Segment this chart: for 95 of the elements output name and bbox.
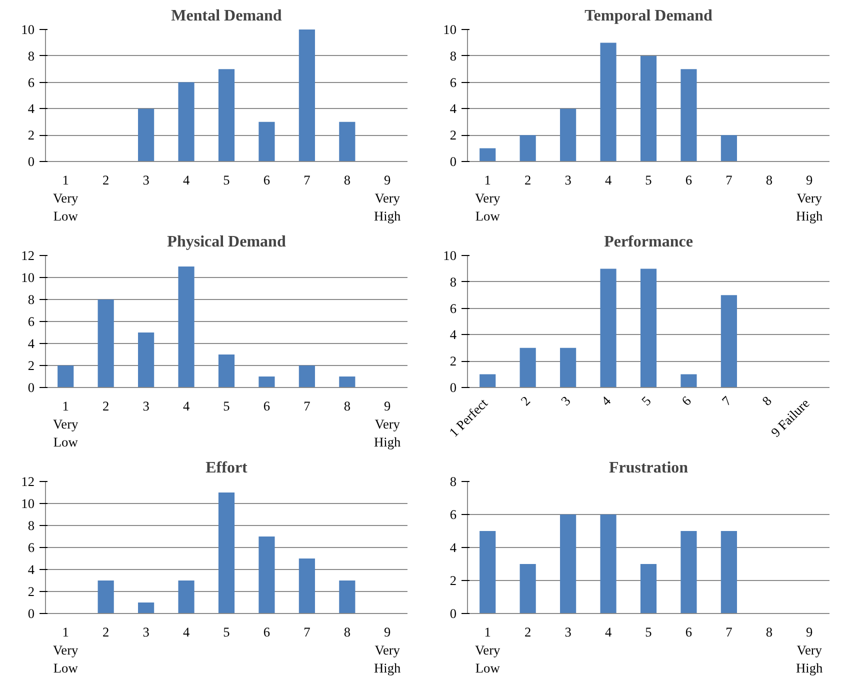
y-tick-label: 0 <box>450 154 457 169</box>
y-tick-label: 0 <box>450 380 457 395</box>
y-tick-label: 0 <box>28 606 35 621</box>
x-tick-label: 4 <box>182 398 190 414</box>
x-tick-label: 5 <box>223 398 230 414</box>
y-tick-label: 4 <box>450 540 457 555</box>
y-tick-label: 2 <box>450 354 457 369</box>
y-tick-label: 2 <box>450 128 457 143</box>
x-tick-label: 4 <box>604 624 612 640</box>
y-tick-label: 10 <box>21 496 35 511</box>
x-tick-label: 9 Very High <box>374 172 402 224</box>
chart-title: Temporal Demand <box>584 8 713 24</box>
x-tick-label: 5 <box>638 392 654 409</box>
y-tick-label: 10 <box>443 22 457 37</box>
x-tick-label: 6 <box>685 172 692 188</box>
x-tick-label: 3 <box>558 392 574 409</box>
y-tick-label: 2 <box>28 584 35 599</box>
x-tick-label: 7 <box>718 392 734 409</box>
x-tick-label: 3 <box>564 624 572 640</box>
x-tick-label: 4 <box>604 172 612 188</box>
x-tick-label: 7 <box>304 624 311 640</box>
x-tick-label: 9 Very High <box>374 624 402 676</box>
y-tick-label: 12 <box>21 474 34 489</box>
x-tick-label: 6 <box>263 624 270 640</box>
y-tick-label: 12 <box>21 248 34 263</box>
x-tick-label: 9 Very High <box>796 172 824 224</box>
x-tick-label: 1 Very Low <box>53 624 79 676</box>
x-tick-label: 2 <box>524 172 532 188</box>
x-tick-label: 9 Very High <box>374 398 402 450</box>
chart-title: Frustration <box>608 460 688 476</box>
y-tick-label: 0 <box>28 380 35 395</box>
y-tick-label: 10 <box>21 270 35 285</box>
x-tick-label: 7 <box>304 398 311 414</box>
y-tick-label: 2 <box>28 128 35 143</box>
x-tick-label: 5 <box>223 624 230 640</box>
y-tick-label: 0 <box>28 154 35 169</box>
x-tick-label: 7 <box>304 172 311 188</box>
x-tick-label: 8 <box>759 392 775 409</box>
x-tick-label: 3 <box>564 172 572 188</box>
x-tick-label: 3 <box>142 624 150 640</box>
x-tick-label: 5 <box>223 172 230 188</box>
x-tick-label: 1 Very Low <box>53 172 79 224</box>
x-tick-label: 6 <box>263 398 270 414</box>
chart-title: Physical Demand <box>167 234 286 250</box>
x-tick-label: 2 <box>524 624 532 640</box>
y-tick-label: 6 <box>450 74 457 90</box>
y-tick-label: 8 <box>28 48 35 64</box>
y-tick-label: 10 <box>443 248 457 263</box>
y-tick-label: 4 <box>28 101 35 116</box>
y-tick-label: 6 <box>450 507 457 522</box>
x-tick-label: 1 Very Low <box>475 172 501 224</box>
x-tick-label: 6 <box>263 172 270 188</box>
x-tick-label: 7 <box>726 172 733 188</box>
chart-title: Performance <box>604 234 693 250</box>
x-tick-label: 6 <box>678 392 694 409</box>
chart-title: Effort <box>206 460 248 476</box>
x-tick-label: 7 <box>726 624 733 640</box>
y-tick-label: 4 <box>450 327 457 342</box>
x-tick-label: 3 <box>142 398 150 414</box>
x-tick-label: 1 Very Low <box>475 624 501 676</box>
y-tick-label: 8 <box>28 292 35 307</box>
x-tick-label: 2 <box>102 172 110 188</box>
x-tick-label: 1 Very Low <box>53 398 79 450</box>
y-tick-label: 8 <box>450 48 457 64</box>
x-tick-label: 4 <box>182 624 190 640</box>
y-tick-label: 8 <box>28 518 35 533</box>
x-tick-label: 5 <box>645 624 652 640</box>
x-tick-label: 6 <box>685 624 692 640</box>
x-tick-label: 2 <box>102 624 110 640</box>
y-tick-label: 2 <box>450 573 457 588</box>
x-tick-label: 8 <box>766 172 773 188</box>
x-tick-label: 8 <box>766 624 773 640</box>
y-tick-label: 2 <box>28 358 35 373</box>
y-tick-label: 6 <box>28 314 35 329</box>
y-tick-label: 4 <box>28 562 35 577</box>
x-tick-label: 3 <box>142 172 150 188</box>
y-tick-label: 4 <box>450 101 457 116</box>
y-tick-label: 6 <box>28 74 35 90</box>
x-tick-label: 4 <box>598 392 614 409</box>
x-tick-label: 5 <box>645 172 652 188</box>
y-tick-label: 8 <box>450 474 457 489</box>
y-tick-label: 6 <box>450 300 457 316</box>
y-tick-label: 6 <box>28 540 35 555</box>
x-tick-label: 8 <box>344 172 351 188</box>
x-tick-label: 2 <box>102 398 110 414</box>
x-tick-label: 8 <box>344 624 351 640</box>
x-tick-label: 8 <box>344 398 351 414</box>
y-tick-label: 8 <box>450 274 457 290</box>
x-tick-label: 4 <box>182 172 190 188</box>
y-tick-label: 10 <box>21 22 35 37</box>
x-tick-label: 2 <box>518 393 534 409</box>
x-tick-label: 9 Very High <box>796 624 824 676</box>
y-tick-label: 0 <box>450 606 457 621</box>
chart-title: Mental Demand <box>171 8 282 24</box>
y-tick-label: 4 <box>28 336 35 351</box>
